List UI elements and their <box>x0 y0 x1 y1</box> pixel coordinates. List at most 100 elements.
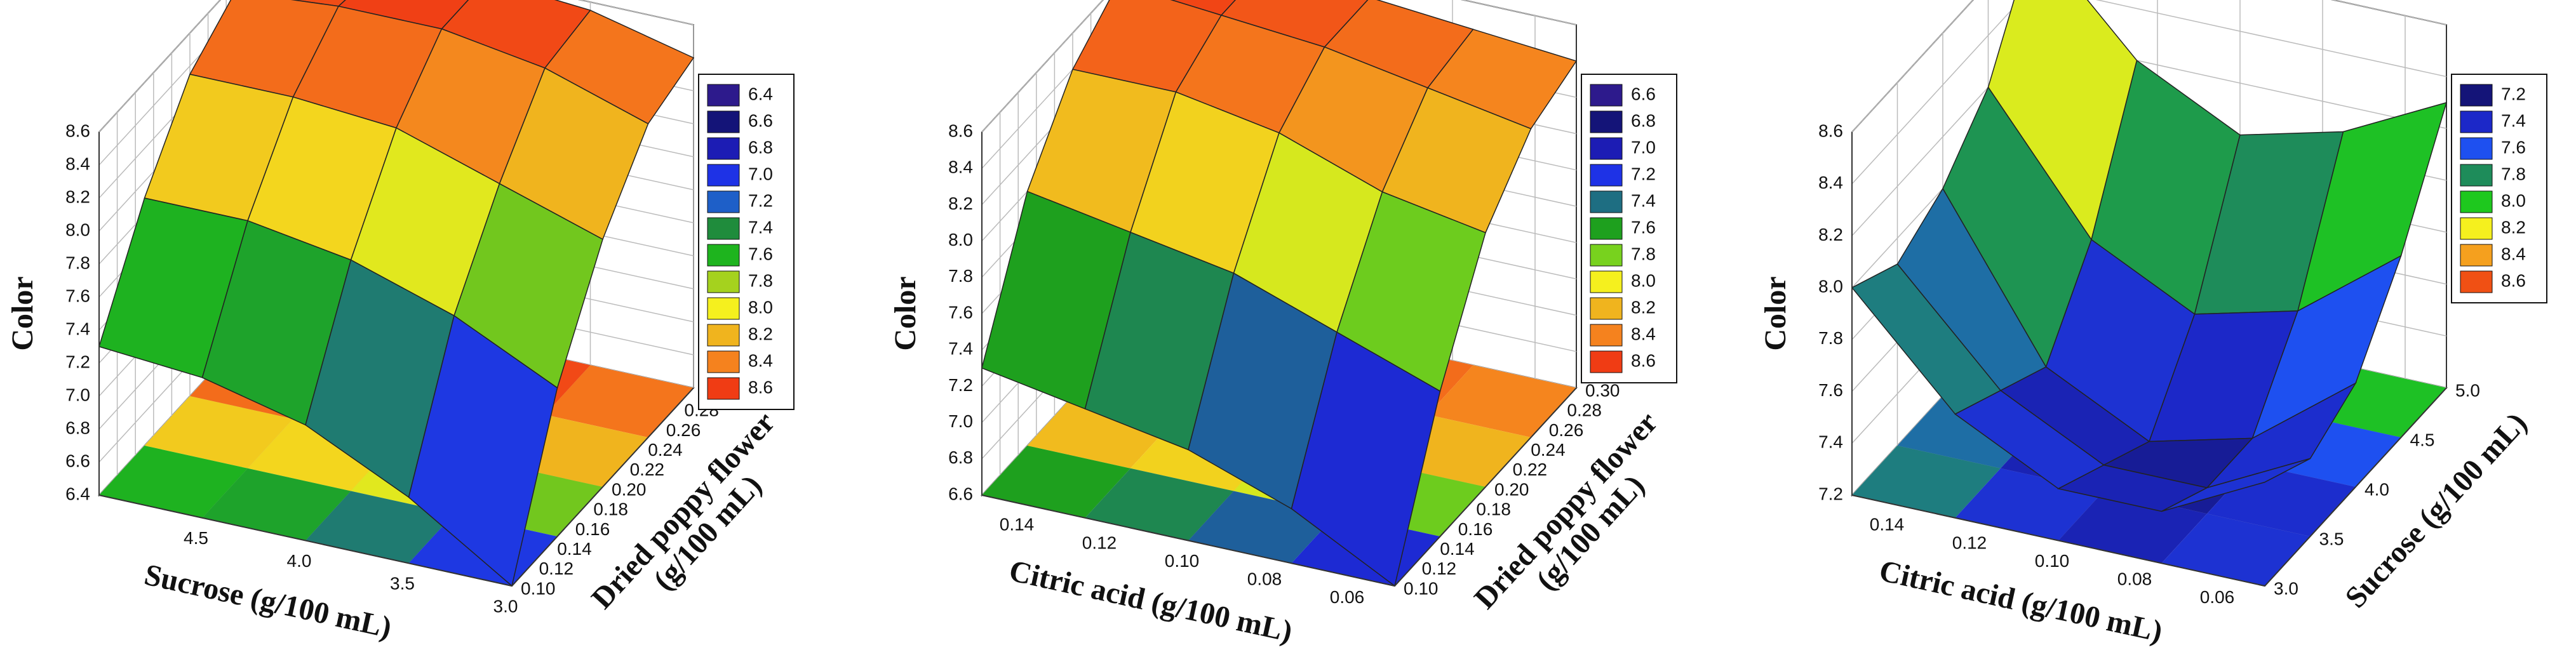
legend-label: 7.2 <box>748 190 773 210</box>
legend-swatch <box>1590 110 1623 133</box>
legend-label: 7.8 <box>2501 164 2526 183</box>
z-tick-label: 7.4 <box>1818 432 1843 452</box>
floor-contour <box>1085 468 1234 541</box>
legend-swatch <box>707 137 740 160</box>
legend-label: 7.2 <box>1631 164 1656 183</box>
panel: 0.060.080.100.120.140.100.120.140.160.18… <box>889 0 1677 649</box>
legend-label: 8.2 <box>2501 217 2526 237</box>
legend-swatch <box>1590 164 1623 187</box>
z-tick-label: 7.6 <box>1818 380 1843 400</box>
legend-label: 8.0 <box>1631 270 1656 290</box>
z-tick-label: 7.2 <box>1818 484 1843 503</box>
y-tick-label: 0.22 <box>630 460 665 479</box>
legend-label: 7.6 <box>2501 137 2526 157</box>
x-axis-label: Citric acid (g/100 mL) <box>1876 554 2165 648</box>
z-tick-label: 7.0 <box>948 411 973 431</box>
legend-label: 7.6 <box>1631 217 1656 237</box>
x-tick-label: 0.06 <box>2200 587 2235 607</box>
legend-swatch <box>707 244 740 267</box>
z-tick-label: 7.4 <box>65 319 90 338</box>
z-tick-label: 7.4 <box>948 339 973 359</box>
legend-swatch <box>1590 84 1623 107</box>
legend-label: 8.6 <box>748 377 773 397</box>
legend-swatch <box>707 297 740 320</box>
legend-swatch <box>707 217 740 240</box>
z-tick-label: 8.2 <box>948 194 973 213</box>
y-tick-label: 0.16 <box>575 519 610 539</box>
axis-line <box>981 387 1577 587</box>
legend-label: 8.0 <box>748 297 773 317</box>
legend-swatch <box>707 270 740 293</box>
surface-patch <box>1291 331 1441 587</box>
legend-label: 7.8 <box>1631 244 1656 263</box>
panel: 0.06 0.08 0.10 0.12 0.14 3.0 3.5 4.0 4.5 5.0 7.2 7.… <box>1759 0 2547 649</box>
legend-swatch <box>2460 110 2493 133</box>
z-tick-label: 8.6 <box>948 121 973 140</box>
legend-swatch <box>1590 137 1623 160</box>
z-tick-label: 6.6 <box>948 484 973 503</box>
legend-label: 6.6 <box>748 110 773 130</box>
x-tick-label: 0.14 <box>1870 515 1905 535</box>
z-tick-label: 8.4 <box>65 154 90 173</box>
z-tick-label: 7.2 <box>948 375 973 395</box>
y-tick-label: 3.0 <box>2274 578 2298 598</box>
y-tick-label: 0.24 <box>648 440 682 460</box>
y-tick-label: 0.16 <box>1458 519 1493 539</box>
legend-label: 7.4 <box>748 217 773 237</box>
y-tick-label: 0.24 <box>1531 440 1566 460</box>
grid-line <box>981 0 1577 133</box>
x-tick-label: 0.12 <box>1082 533 1117 552</box>
y-tick-label: 4.0 <box>2365 479 2389 499</box>
legend-swatch <box>2460 84 2493 107</box>
x-tick-label: 0.08 <box>1247 569 1282 588</box>
z-tick-label: 7.8 <box>948 266 973 286</box>
floor-contour <box>99 446 248 518</box>
x-axis-label: Sucrose (g/100 mL) <box>142 558 395 645</box>
legend-swatch <box>2460 244 2493 267</box>
floor-contour <box>305 491 454 564</box>
y-tick-label: 0.14 <box>557 539 592 559</box>
legend-swatch <box>707 190 740 213</box>
y-tick-label: 0.28 <box>1567 401 1602 420</box>
x-axis-label: Citric acid (g/100 mL) <box>1006 554 1295 648</box>
x-tick-label: 0.14 <box>1000 515 1035 535</box>
legend-swatch <box>2460 190 2493 213</box>
grid-line <box>98 0 694 133</box>
legend-swatch <box>707 350 740 373</box>
legend-label: 7.2 <box>2501 84 2526 103</box>
y-tick-label: 0.30 <box>1585 380 1620 400</box>
legend-swatch <box>1590 244 1623 267</box>
legend-swatch <box>707 324 740 347</box>
legend-label: 8.4 <box>1631 324 1656 343</box>
legend-label: 7.4 <box>2501 110 2526 130</box>
y-tick-label: 0.18 <box>593 500 628 519</box>
z-tick-label: 8.6 <box>65 121 90 140</box>
x-tick-label: 4.5 <box>184 528 208 548</box>
legend-label: 6.8 <box>1631 110 1656 130</box>
z-tick-label: 8.0 <box>1818 277 1843 296</box>
x-tick-label: 0.12 <box>1952 533 1987 552</box>
legend-swatch <box>707 164 740 187</box>
y-tick-label: 0.26 <box>666 420 701 440</box>
x-tick-label: 0.08 <box>2117 569 2152 588</box>
y-tick-label: 0.14 <box>1440 539 1475 559</box>
z-tick-label: 6.4 <box>65 484 90 503</box>
x-tick-label: 4.0 <box>287 551 312 571</box>
z-axis-label: Color <box>1759 276 1792 350</box>
floor-contour <box>1428 365 1576 437</box>
z-tick-label: 7.0 <box>65 385 90 404</box>
z-tick-label: 7.6 <box>65 286 90 305</box>
grid-line <box>1851 0 2447 185</box>
z-tick-label: 6.8 <box>948 448 973 467</box>
legend-label: 6.6 <box>1631 84 1656 103</box>
legend-label: 7.6 <box>748 244 773 263</box>
z-axis-label: Color <box>889 276 922 350</box>
y-tick-label: 0.10 <box>1404 578 1439 598</box>
y-tick-label: 5.0 <box>2455 380 2480 400</box>
floor-contour <box>202 468 351 541</box>
legend-label: 7.0 <box>1631 137 1656 157</box>
legend-label: 8.2 <box>748 324 773 343</box>
legend-swatch <box>707 110 740 133</box>
legend-swatch <box>2460 137 2493 160</box>
